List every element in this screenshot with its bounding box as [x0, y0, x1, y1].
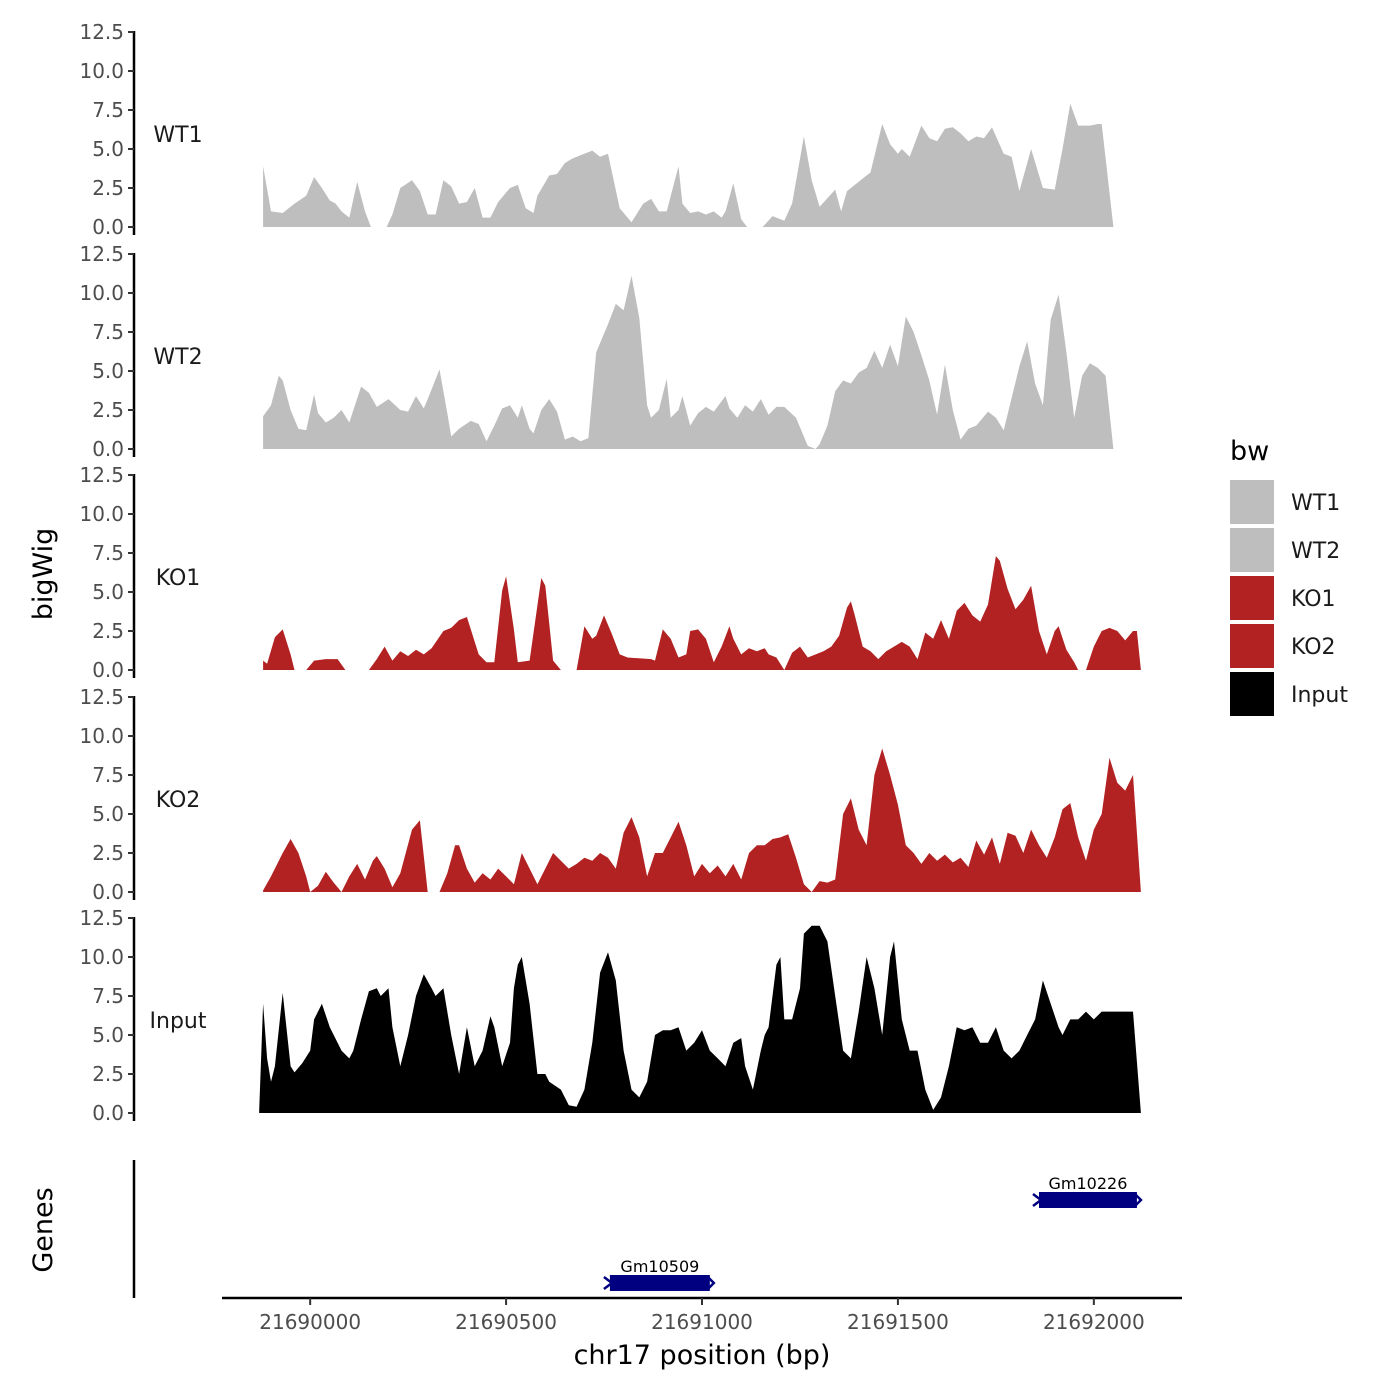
track-label-wt1: WT1: [153, 123, 202, 148]
y-tick-label: 5.0: [92, 802, 124, 826]
y-tick-label: 12.5: [79, 20, 124, 44]
y-tick-label: 0.0: [92, 437, 124, 461]
legend-swatch: [1230, 672, 1274, 716]
legend-title: bw: [1230, 436, 1269, 467]
track-ko1: 0.0 2.5 5.0 7.5 10.0 12.5 KO1: [79, 463, 1141, 682]
x-tick-label: 21691000: [651, 1310, 753, 1334]
y-tick-label: 5.0: [92, 359, 124, 383]
legend-item-input: Input: [1230, 672, 1348, 716]
y-tick-label: 2.5: [92, 398, 124, 422]
legend-item-wt1: WT1: [1230, 480, 1340, 524]
track-ko2: 0.0 2.5 5.0 7.5 10.0 12.5 KO2: [79, 685, 1141, 904]
y-tick-label: 10.0: [79, 724, 124, 748]
genes-layer: Gm10509 Gm10226: [132, 1160, 1143, 1298]
track-label-wt2: WT2: [153, 345, 202, 370]
x-axis: 21690000 21690500 21691000 21691500 21692000: [222, 1296, 1182, 1334]
y-tick-label: 0.0: [92, 1101, 124, 1125]
y-tick-label: 12.5: [79, 685, 124, 709]
legend-item-ko1: KO1: [1230, 576, 1336, 620]
legend: bw WT1 WT2 KO1 KO2 Input: [1230, 436, 1348, 716]
y-tick-label: 10.0: [79, 281, 124, 305]
genes-axis-title: Genes: [28, 1187, 59, 1272]
track-label-ko2: KO2: [156, 788, 201, 813]
x-tick-label: 21692000: [1043, 1310, 1145, 1334]
legend-item-ko2: KO2: [1230, 624, 1336, 668]
y-tick-label: 0.0: [92, 215, 124, 239]
y-tick-label: 10.0: [79, 502, 124, 526]
gene-body: [1038, 1192, 1137, 1208]
y-tick-label: 7.5: [92, 541, 124, 565]
y-tick-label: 2.5: [92, 841, 124, 865]
x-tick-label: 21690500: [455, 1310, 557, 1334]
x-tick-label: 21690000: [259, 1310, 361, 1334]
legend-label: WT1: [1291, 491, 1340, 516]
y-tick-label: 10.0: [79, 59, 124, 83]
legend-swatch: [1230, 624, 1274, 668]
track-label-ko1: KO1: [156, 566, 201, 591]
legend-label: KO2: [1291, 635, 1336, 660]
track-wt1: 0.0 2.5 5.0 7.5 10.0 12.5 WT1: [79, 20, 1114, 239]
gene-label: Gm10509: [620, 1257, 699, 1276]
gene-body: [609, 1275, 710, 1291]
legend-label: WT2: [1291, 539, 1340, 564]
y-tick-label: 2.5: [92, 1062, 124, 1086]
track-wt2: 0.0 2.5 5.0 7.5 10.0 12.5 WT2: [79, 242, 1114, 461]
x-axis-title: chr17 position (bp): [574, 1340, 831, 1371]
gene-gm10226: Gm10226: [1032, 1174, 1143, 1208]
y-tick-label: 12.5: [79, 463, 124, 487]
gene-label: Gm10226: [1049, 1174, 1128, 1193]
strand-marker: [706, 1276, 716, 1290]
y-tick-label: 7.5: [92, 98, 124, 122]
track-input: 0.0 2.5 5.0 7.5 10.0 12.5 Input: [79, 906, 1141, 1125]
strand-marker: [1032, 1193, 1044, 1207]
coverage-area-wt2: [263, 275, 1114, 449]
y-tick-label: 12.5: [79, 242, 124, 266]
legend-swatch: [1230, 528, 1274, 572]
legend-label: KO1: [1291, 587, 1336, 612]
tracks-layer: 0.0 2.5 5.0 7.5 10.0 12.5 WT1 0.0 2.5 5.0 7.5 10.0 1…: [79, 20, 1141, 1125]
y-tick-label: 2.5: [92, 176, 124, 200]
legend-label: Input: [1291, 683, 1348, 708]
coverage-area-ko1: [263, 556, 1141, 670]
y-tick-label: 7.5: [92, 320, 124, 344]
y-axis-title: bigWig: [28, 528, 59, 621]
x-tick-label: 21691500: [847, 1310, 949, 1334]
coverage-area-wt1: [263, 103, 1114, 227]
y-tick-label: 5.0: [92, 580, 124, 604]
track-label-input: Input: [150, 1009, 207, 1034]
y-tick-label: 0.0: [92, 880, 124, 904]
y-tick-label: 7.5: [92, 763, 124, 787]
legend-items: WT1 WT2 KO1 KO2 Input: [1230, 480, 1348, 716]
y-tick-label: 10.0: [79, 945, 124, 969]
y-tick-label: 7.5: [92, 984, 124, 1008]
y-tick-label: 5.0: [92, 137, 124, 161]
strand-marker: [1134, 1193, 1143, 1207]
strand-marker: [603, 1276, 615, 1290]
legend-swatch: [1230, 480, 1274, 524]
y-tick-label: 5.0: [92, 1023, 124, 1047]
y-tick-label: 0.0: [92, 658, 124, 682]
gene-gm10509: Gm10509: [603, 1257, 716, 1291]
coverage-area-ko2: [263, 748, 1141, 892]
legend-item-wt2: WT2: [1230, 528, 1340, 572]
y-tick-label: 12.5: [79, 906, 124, 930]
coverage-area-input: [259, 925, 1141, 1113]
legend-swatch: [1230, 576, 1274, 620]
y-tick-label: 2.5: [92, 619, 124, 643]
